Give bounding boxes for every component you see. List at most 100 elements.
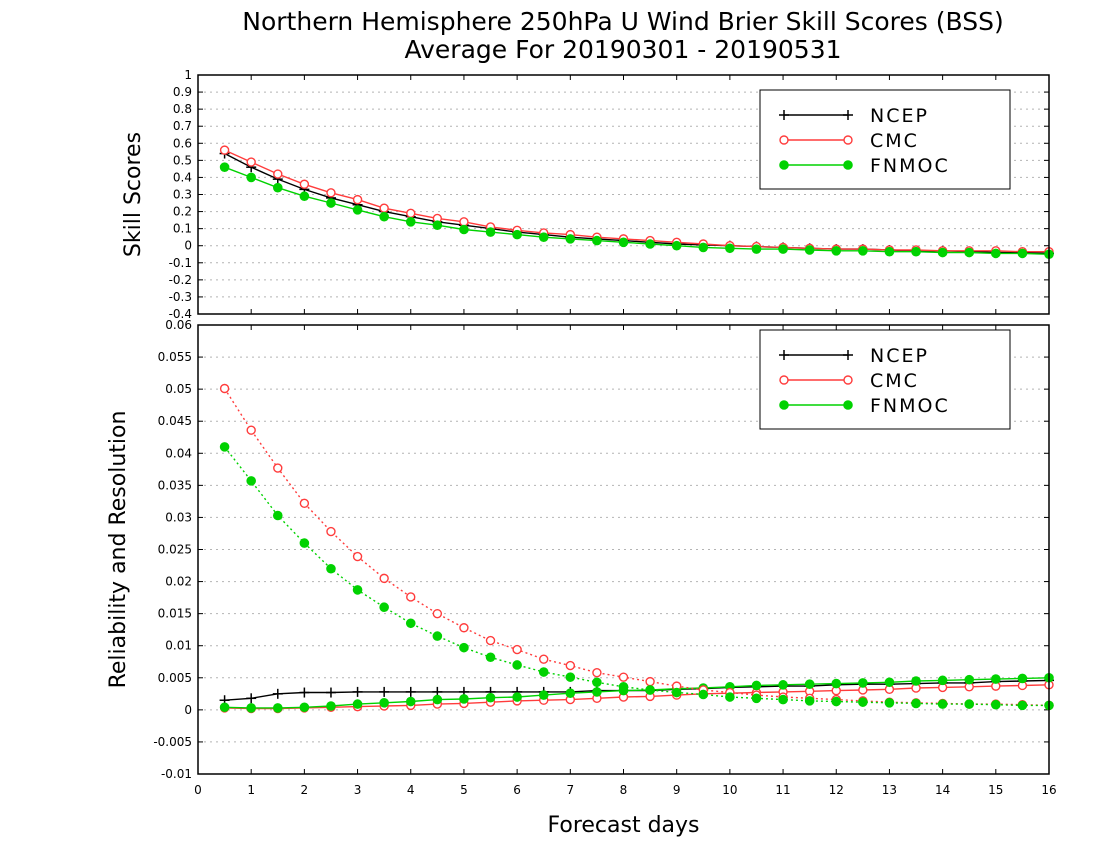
bottom-xtick-label: 11 <box>775 783 790 797</box>
bottom-ytick-label: 0.005 <box>158 671 192 685</box>
top-series-cmc-point <box>326 188 336 198</box>
top-series-cmc-point <box>246 157 256 167</box>
bottom-ytick-label: 0.015 <box>158 607 192 621</box>
top-series-fnmoc-point <box>1017 248 1028 259</box>
top-legend-marker <box>843 160 853 170</box>
bottom-ytick-label: -0.005 <box>153 735 192 749</box>
bottom-series-fnmoc-reliability-point <box>858 678 868 688</box>
bottom-series-ncep-reliability-point <box>325 687 336 698</box>
top-series-fnmoc-point <box>512 229 522 240</box>
bottom-series-fnmoc-resolution-point <box>671 687 682 698</box>
bottom-xtick-label: 9 <box>673 783 681 797</box>
top-ylabel: Skill Scores <box>121 132 146 257</box>
bottom-legend-label: NCEP <box>870 345 929 367</box>
top-ytick-label: 0.1 <box>173 222 192 236</box>
bottom-series-fnmoc-reliability-point <box>884 677 895 688</box>
bottom-series-cmc-resolution-point <box>459 623 469 633</box>
bottom-series-fnmoc-reliability-point <box>379 698 389 708</box>
top-series-cmc-point <box>459 217 469 227</box>
top-series-fnmoc-point <box>299 191 310 202</box>
top-legend-marker <box>779 135 789 145</box>
top-ytick-label: -0.4 <box>169 307 192 321</box>
bottom-series-fnmoc-reliability-point <box>432 694 443 705</box>
bottom-legend-marker <box>843 350 853 360</box>
bottom-series-cmc-resolution-point <box>485 635 496 646</box>
bottom-series-fnmoc-resolution-point <box>246 476 256 486</box>
bottom-ytick-label: -0.01 <box>161 767 192 781</box>
bottom-series-fnmoc-resolution-point <box>352 585 363 595</box>
top-series-fnmoc-point <box>671 240 682 251</box>
top-series-fnmoc-point <box>725 243 735 254</box>
bottom-ytick-label: 0.01 <box>165 639 192 653</box>
bottom-series-fnmoc-reliability-point <box>565 688 576 698</box>
bottom-series-fnmoc-reliability-point <box>326 701 336 711</box>
top-series-fnmoc-point <box>831 246 842 256</box>
bottom-series-fnmoc-reliability-point <box>246 703 256 713</box>
top-ytick-label: 0.3 <box>173 188 192 202</box>
bottom-xtick-label: 14 <box>935 783 950 797</box>
top-legend-label: FNMOC <box>870 155 950 177</box>
bottom-plot-frame <box>197 324 1050 775</box>
top-series-fnmoc-point <box>698 242 709 253</box>
bottom-series-fnmoc-reliability-point <box>299 702 310 713</box>
top-series-fnmoc-point <box>272 182 283 193</box>
top-series-fnmoc-point <box>991 248 1001 259</box>
top-series-fnmoc-point <box>592 235 602 246</box>
bottom-xtick-label: 6 <box>513 783 521 797</box>
bottom-xtick-label: 8 <box>620 783 628 797</box>
top-series-cmc-point <box>352 194 363 205</box>
top-legend-marker <box>779 160 789 170</box>
bottom-series-fnmoc-resolution-point <box>459 642 469 653</box>
chart-title-line2: Average For 20190301 - 20190531 <box>404 35 841 64</box>
bottom-series-cmc-resolution-point <box>299 498 310 509</box>
top-ytick-label: 0.2 <box>173 205 192 219</box>
bottom-series-cmc-resolution-point <box>326 526 336 537</box>
top-series-fnmoc-point <box>778 244 788 254</box>
bottom-series-fnmoc-resolution-point <box>1017 700 1028 711</box>
top-series-fnmoc-point <box>326 198 336 208</box>
bottom-panel: -0.01 -0.005 0 0.005 0.01 0.015 0.02 0.025 0.03 0… <box>106 318 1057 838</box>
top-ytick-label: -0.1 <box>169 256 192 270</box>
bottom-xtick-label: 3 <box>354 783 362 797</box>
bottom-series-fnmoc-resolution <box>219 442 1054 711</box>
bottom-series-ncep-reliability-point <box>405 686 416 697</box>
bottom-ytick-label: 0.045 <box>158 414 192 428</box>
bottom-ytick-label: 0.035 <box>158 478 192 492</box>
top-legend-marker <box>843 110 853 120</box>
bottom-series-cmc-resolution-point <box>539 654 549 664</box>
top-series-fnmoc-point <box>432 220 443 231</box>
bottom-series-fnmoc-reliability-point <box>592 687 602 697</box>
bottom-series-fnmoc-resolution-point <box>219 442 230 452</box>
top-series-fnmoc-point <box>618 237 629 248</box>
bottom-series-fnmoc-reliability-point <box>272 703 283 713</box>
bottom-series-fnmoc-reliability-point <box>911 676 921 686</box>
bottom-series-fnmoc-resolution-point <box>485 652 496 663</box>
bottom-xtick-label: 5 <box>460 783 468 797</box>
bottom-ytick-label: 0.03 <box>165 510 192 524</box>
bottom-series-fnmoc-resolution-point <box>884 698 895 708</box>
bottom-series-fnmoc-resolution-point <box>991 699 1001 710</box>
bottom-series-fnmoc-reliability-point <box>751 680 762 691</box>
bottom-series-ncep-reliability-point <box>352 686 363 697</box>
bottom-series-fnmoc-resolution-point <box>911 698 921 709</box>
top-series-fnmoc-point <box>219 162 230 172</box>
bottom-ylabel: Reliability and Resolution <box>106 411 131 689</box>
bottom-series-ncep-reliability-point <box>379 686 390 697</box>
bottom-series-fnmoc-resolution-point <box>538 667 549 677</box>
top-ytick-label: 0.5 <box>173 153 192 167</box>
bottom-legend-label: CMC <box>870 370 919 392</box>
bottom-series-fnmoc-reliability-point <box>512 692 522 702</box>
bottom-series-ncep-reliability-point <box>299 687 310 698</box>
top-series-fnmoc <box>219 162 1054 260</box>
bottom-series-fnmoc-reliability-point <box>352 699 363 709</box>
bottom-legend-marker <box>779 400 789 410</box>
top-series-fnmoc-point <box>352 205 363 215</box>
bottom-series-fnmoc-resolution-point <box>964 699 975 709</box>
bottom-series-cmc-resolution-point <box>645 676 655 687</box>
bottom-legend-item-cmc: CMC <box>779 370 919 392</box>
bottom-ytick-label: 0.055 <box>158 350 192 364</box>
top-series-fnmoc-point <box>538 232 549 242</box>
top-legend-marker <box>843 135 853 145</box>
top-series-cmc-point <box>299 179 310 189</box>
